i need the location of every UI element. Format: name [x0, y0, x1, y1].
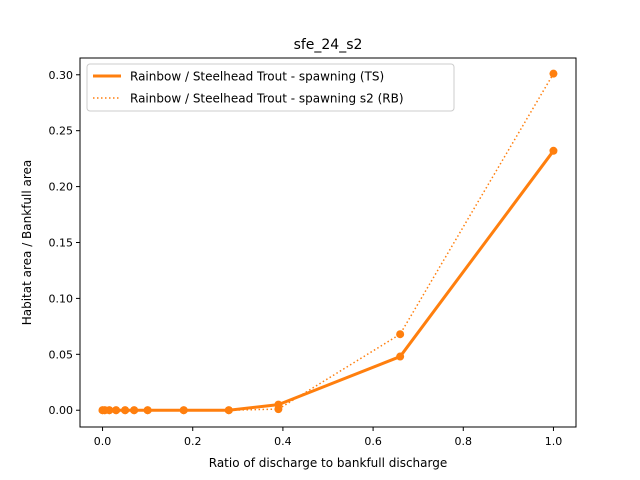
y-tick-label: 0.25 [49, 125, 74, 138]
x-axis: 0.0 0.2 0.4 0.6 0.8 1.0 [94, 427, 562, 448]
y-tick-label: 0.30 [49, 69, 74, 82]
series-layer [98, 69, 558, 415]
x-tick-label: 0.0 [94, 435, 112, 448]
y-axis: 0.00 0.05 0.10 0.15 0.20 0.25 0.30 [49, 69, 80, 417]
x-tick-label: 0.8 [455, 435, 473, 448]
x-tick-label: 0.2 [184, 435, 202, 448]
y-tick-label: 0.10 [49, 292, 74, 305]
chart-title: sfe_24_s2 [294, 37, 363, 53]
data-point [143, 406, 152, 415]
data-point [224, 406, 233, 415]
x-axis-label: Ratio of discharge to bankfull discharge [209, 456, 447, 470]
data-point [274, 405, 283, 414]
y-axis-label: Habitat area / Bankfull area [20, 160, 34, 326]
legend-label-rb: Rainbow / Steelhead Trout - spawning s2 … [130, 92, 404, 106]
data-point [121, 406, 130, 415]
y-tick-label: 0.05 [49, 348, 74, 361]
x-tick-label: 0.6 [364, 435, 382, 448]
y-tick-label: 0.20 [49, 181, 74, 194]
y-tick-label: 0.00 [49, 404, 74, 417]
data-point [112, 406, 121, 415]
legend-box [86, 63, 455, 112]
x-tick-label: 1.0 [545, 435, 563, 448]
data-point [179, 406, 188, 415]
data-point [105, 406, 114, 415]
legend-label-ts: Rainbow / Steelhead Trout - spawning (TS… [130, 70, 384, 84]
data-point [549, 69, 558, 78]
y-tick-label: 0.15 [49, 237, 74, 250]
data-point [396, 352, 405, 361]
x-tick-label: 0.4 [274, 435, 292, 448]
legend: Rainbow / Steelhead Trout - spawning (TS… [86, 63, 455, 112]
data-point [130, 406, 139, 415]
data-point [549, 146, 558, 155]
data-point [396, 330, 405, 339]
